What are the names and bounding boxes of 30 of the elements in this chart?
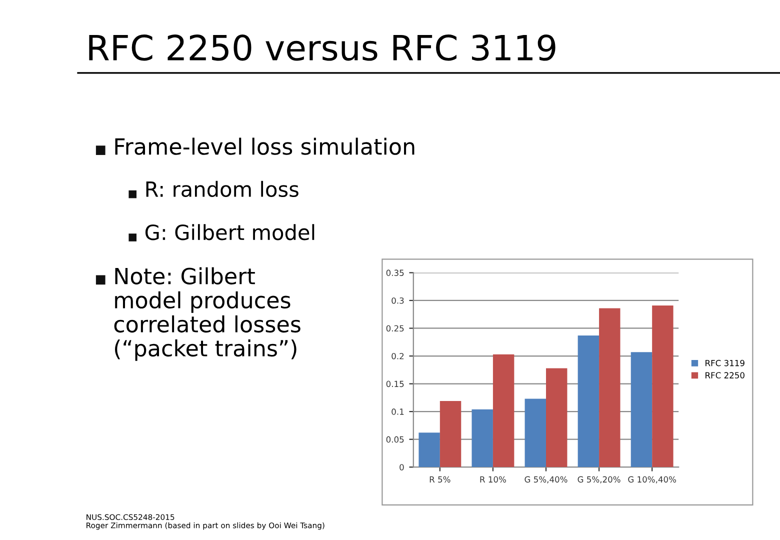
x-tick-label: R 10% xyxy=(480,476,506,483)
bar xyxy=(524,398,546,468)
bar xyxy=(599,308,620,468)
x-tick-label: G 10%,40% xyxy=(628,476,676,484)
text: Frame-level loss simulation xyxy=(115,138,414,155)
bar xyxy=(652,305,674,468)
bar xyxy=(546,368,568,468)
y-tick-label: 0.05 xyxy=(386,436,404,443)
y-tick-label: 0 xyxy=(400,464,404,470)
text: Note: Gilbert model produces correlated losses (“packet trains”) xyxy=(114,267,300,361)
y-tick-label: 0.1 xyxy=(392,408,404,415)
y-tick-label: 0.3 xyxy=(392,297,404,304)
y-tick-label: 0.2 xyxy=(392,352,404,360)
bar xyxy=(578,335,600,468)
bar xyxy=(418,432,440,468)
x-tick-label: G 5%,20% xyxy=(578,476,620,484)
legend-label: RFC 3119 xyxy=(706,360,744,366)
y-tick-label: 0.15 xyxy=(386,380,404,388)
x-tick-label: G 5%,40% xyxy=(524,476,568,484)
text: G: Gilbert model xyxy=(145,224,314,240)
bar xyxy=(440,401,462,468)
y-tick-label: 0.35 xyxy=(386,270,404,276)
y-tick-label: 0.25 xyxy=(386,325,404,332)
x-tick-label: R 5% xyxy=(430,476,450,483)
bar xyxy=(630,352,652,468)
bar xyxy=(492,354,514,468)
bar xyxy=(472,409,493,468)
text: R: random loss xyxy=(146,180,298,198)
legend-label: RFC 2250 xyxy=(706,372,744,378)
chart-title: RFC 2250 versus RFC 3119 xyxy=(89,34,556,61)
